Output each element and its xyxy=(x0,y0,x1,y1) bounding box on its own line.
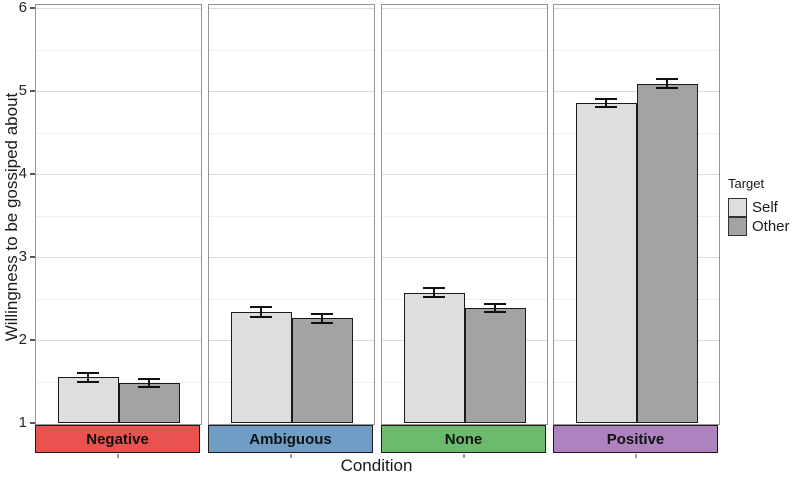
y-tick-mark xyxy=(30,173,35,175)
facet-strip-label: Ambiguous xyxy=(249,430,332,448)
gridline-minor xyxy=(382,49,547,51)
x-tick-mark xyxy=(634,454,637,458)
facet-panel-none xyxy=(381,4,548,425)
bar-self-positive xyxy=(575,103,637,423)
legend: Target Self Other xyxy=(728,176,798,236)
facet-strip-ambiguous: Ambiguous xyxy=(208,425,373,453)
gridline-minor xyxy=(209,132,374,134)
gridline-major xyxy=(36,91,201,92)
facet-panel-ambiguous xyxy=(208,4,375,425)
gridline-major xyxy=(36,340,201,341)
error-bar-self xyxy=(77,371,99,384)
gridline-minor xyxy=(36,132,201,134)
legend-item-other: Other xyxy=(728,217,798,236)
gridline-major xyxy=(382,91,547,92)
gridline-minor xyxy=(36,49,201,51)
error-bar-other xyxy=(656,77,678,90)
y-tick-label: 1 xyxy=(18,414,27,431)
x-tick-mark xyxy=(116,454,119,458)
error-bar-self xyxy=(250,305,272,318)
bar-self-ambiguous xyxy=(230,311,292,423)
facet-strip-label: Positive xyxy=(606,430,665,448)
gridline-minor xyxy=(382,298,547,300)
y-tick-label: 3 xyxy=(18,248,27,265)
bar-self-none xyxy=(403,292,465,423)
gridline-major xyxy=(382,257,547,258)
y-tick-label: 2 xyxy=(18,331,27,348)
error-bar-other xyxy=(484,303,506,314)
x-axis-title: Condition xyxy=(340,456,413,475)
legend-title: Target xyxy=(728,176,765,191)
y-tick-mark xyxy=(30,256,35,258)
y-axis-title: Willingness to be gossiped about xyxy=(2,92,21,342)
y-tick-mark xyxy=(30,7,35,9)
bar-other-none xyxy=(464,308,526,423)
facet-panel-positive xyxy=(553,4,720,425)
y-tick-label: 6 xyxy=(18,0,27,16)
x-tick-mark xyxy=(289,454,292,458)
bar-other-positive xyxy=(636,83,698,423)
y-tick-label: 4 xyxy=(18,165,27,182)
gridline-minor xyxy=(209,215,374,217)
gridline-major xyxy=(382,8,547,9)
legend-label-other: Other xyxy=(752,218,790,235)
gridline-minor xyxy=(36,215,201,217)
facet-strip-label: Negative xyxy=(86,430,149,448)
bar-other-negative xyxy=(118,383,180,423)
legend-label-self: Self xyxy=(752,199,778,216)
gridline-minor xyxy=(382,132,547,134)
gridline-minor xyxy=(36,381,201,383)
gridline-major xyxy=(36,257,201,258)
y-tick-mark xyxy=(30,339,35,341)
y-tick-mark xyxy=(30,422,35,424)
bar-self-negative xyxy=(57,377,119,423)
gridline-major xyxy=(209,174,374,175)
legend-swatch-other-icon xyxy=(728,217,747,236)
error-bar-other xyxy=(138,378,160,389)
error-bar-other xyxy=(311,312,333,325)
gridline-major xyxy=(554,8,719,9)
facet-strip-none: None xyxy=(381,425,546,453)
gridline-minor xyxy=(209,298,374,300)
gridline-major xyxy=(36,8,201,9)
gridline-major xyxy=(209,257,374,258)
gridline-major xyxy=(382,174,547,175)
facet-panel-negative xyxy=(35,4,202,425)
facet-strip-positive: Positive xyxy=(553,425,718,453)
gridline-minor xyxy=(36,298,201,300)
x-tick-mark xyxy=(462,454,465,458)
bar-other-ambiguous xyxy=(291,318,353,423)
legend-item-self: Self xyxy=(728,198,798,217)
gridline-minor xyxy=(382,215,547,217)
error-bar-self xyxy=(595,98,617,109)
gridline-major xyxy=(36,174,201,175)
gridline-minor xyxy=(209,49,374,51)
gridline-minor xyxy=(554,49,719,51)
y-tick-label: 5 xyxy=(18,82,27,99)
gridline-major xyxy=(209,91,374,92)
y-tick-mark xyxy=(30,90,35,92)
gridline-major xyxy=(209,8,374,9)
facet-strip-label: None xyxy=(444,430,483,448)
error-bar-self xyxy=(423,286,445,299)
legend-swatch-self-icon xyxy=(728,198,747,217)
facet-strip-negative: Negative xyxy=(35,425,200,453)
